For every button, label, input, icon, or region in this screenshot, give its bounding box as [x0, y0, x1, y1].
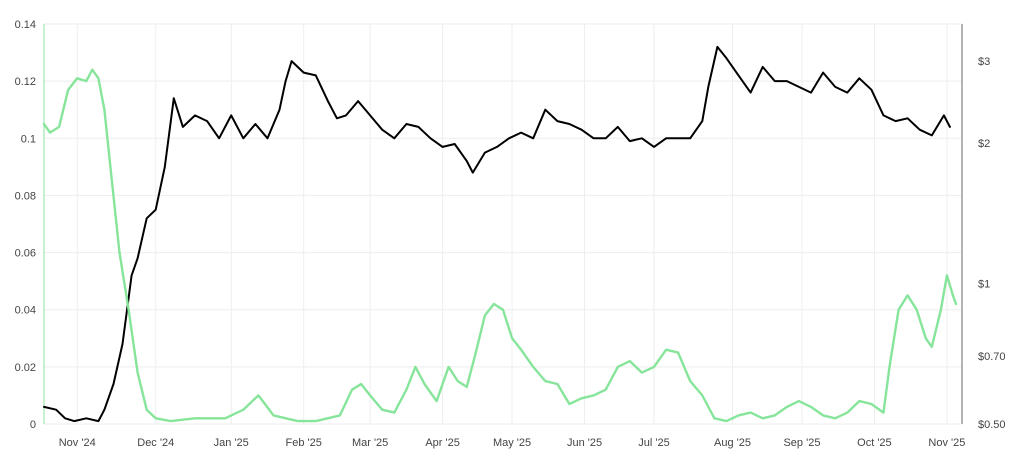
- x-tick-label: Dec '24: [137, 437, 174, 449]
- left-tick-label: 0: [30, 419, 36, 431]
- series-lines: [42, 45, 958, 423]
- series-line-black: [43, 45, 951, 423]
- x-tick-label: Nov '24: [59, 437, 96, 449]
- x-tick-label: Nov '25: [928, 437, 965, 449]
- x-tick-label: Feb '25: [286, 437, 322, 449]
- left-tick-label: 0.12: [15, 76, 36, 88]
- x-tick-label: Apr '25: [425, 437, 460, 449]
- x-tick-label: Jun '25: [567, 437, 602, 449]
- left-tick-label: 0.08: [15, 190, 36, 202]
- x-tick-label: Sep '25: [783, 437, 820, 449]
- left-tick-label: 0.06: [15, 248, 36, 260]
- x-tick-label: Aug '25: [714, 437, 751, 449]
- right-tick-label: $0.50: [978, 419, 1006, 431]
- grid-lines: [44, 23, 962, 425]
- right-tick-label: $0.70: [978, 351, 1006, 363]
- x-tick-label: Jul '25: [638, 437, 669, 449]
- right-tick-label: $2: [978, 138, 990, 150]
- x-tick-label: Oct '25: [857, 437, 892, 449]
- left-tick-label: 0.04: [15, 305, 36, 317]
- left-tick-label: 0.02: [15, 362, 36, 374]
- left-axis-ticks: 0 0.02 0.04 0.06 0.08 0.1 0.12 0.14: [15, 19, 36, 431]
- left-tick-label: 0.1: [21, 133, 36, 145]
- x-axis-ticks: Nov '24 Dec '24 Jan '25 Feb '25 Mar '25 Apr '…: [59, 437, 966, 449]
- right-tick-label: $3: [978, 56, 990, 68]
- axes: [43, 24, 963, 424]
- x-tick-label: Mar '25: [352, 437, 388, 449]
- right-tick-label: $1: [978, 279, 990, 291]
- x-tick-label: May '25: [493, 437, 531, 449]
- x-tick-label: Jan '25: [214, 437, 249, 449]
- series-line-green: [42, 68, 958, 423]
- left-tick-label: 0.14: [15, 19, 36, 31]
- right-axis-ticks: $0.50 $0.70 $1 $2 $3: [978, 56, 1006, 431]
